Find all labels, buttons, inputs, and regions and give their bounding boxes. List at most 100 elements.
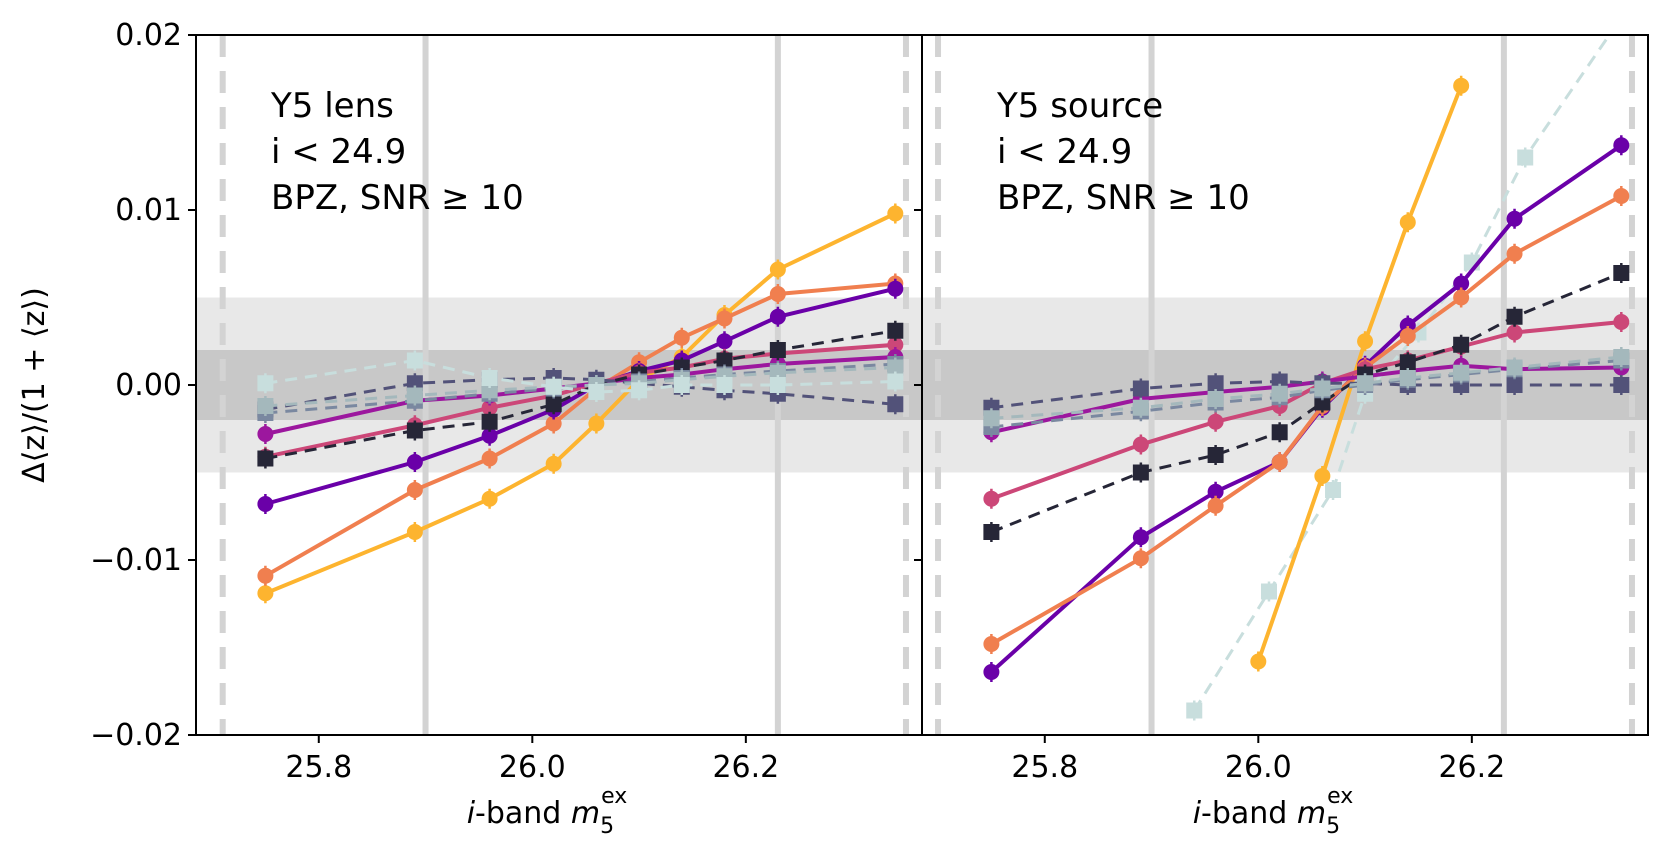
annotation-line: BPZ, SNR ≥ 10 [997,178,1250,218]
data-point [1132,464,1149,481]
data-point [631,382,648,399]
data-point [481,490,498,507]
series-line [991,355,1622,420]
data-point [545,396,562,413]
data-point [1357,375,1374,392]
data-point [406,387,423,404]
y-tick-label: 0.01 [115,193,182,228]
data-point [887,396,904,413]
annotation-line: BPZ, SNR ≥ 10 [271,178,524,218]
data-point [1207,391,1224,407]
x-label-superscript: ex [1327,784,1353,809]
data-point [1314,394,1331,411]
data-point [887,205,904,222]
x-axis-label: i-band m5 ex [1193,784,1354,839]
series-line [265,329,896,460]
series-line [265,376,896,411]
data-point [1250,653,1267,670]
x-tick-label: 26.2 [1438,750,1505,785]
x-label-var: m [571,796,600,831]
data-point [1314,380,1331,397]
data-point [887,359,904,376]
panel-source-plot-area [922,35,1648,735]
data-point [1399,370,1416,386]
data-point [1399,328,1416,344]
panel-annotation: Y5 source i < 24.9 BPZ, SNR ≥ 10 [996,86,1250,218]
x-tick-label: 26.0 [1225,750,1292,785]
series-line [991,380,1622,410]
y-tick-label: −0.01 [90,543,182,578]
data-point [716,333,733,350]
series-line [264,342,896,459]
data-point [769,308,786,325]
data-point [983,410,1000,427]
data-point [1207,497,1224,514]
data-point [257,496,274,512]
data-point [481,382,498,399]
data-point [1271,424,1288,441]
series-7 [983,263,1630,542]
x-label-subscript: 5 [1326,814,1340,839]
data-point [1132,380,1149,397]
data-point [769,364,786,381]
data-point [1132,399,1149,416]
x-axis-label: i-band m5 ex [467,784,628,839]
annotation-line: Y5 lens [270,86,394,126]
data-point [406,352,423,369]
data-point [769,342,786,358]
data-point [588,415,605,432]
series-line [990,320,1622,501]
panel-lens-plot-area [196,35,922,735]
x-label-text: -band [475,796,571,831]
series-line [264,211,897,596]
data-point [588,384,605,400]
data-point [1517,149,1534,166]
data-point [716,352,733,369]
data-point [1506,359,1523,376]
panel-annotation: Y5 lens i < 24.9 BPZ, SNR ≥ 10 [270,86,524,218]
data-point [406,454,423,470]
data-point [406,375,423,392]
data-point [1271,454,1288,470]
y-tick-label: 0.00 [115,368,182,403]
data-point [481,399,498,416]
x-tick-label: 26.2 [712,750,779,785]
series-line [265,359,896,394]
data-point [257,398,274,414]
data-point [1207,375,1224,392]
data-point [545,455,562,472]
series-line [264,281,896,578]
data-point [716,310,733,327]
data-point [769,261,786,278]
data-point [1271,373,1288,390]
data-point [481,427,498,444]
data-point [257,375,274,392]
x-label-superscript: ex [601,784,627,809]
series-line [991,359,1622,429]
data-point [1132,436,1149,453]
data-point [1207,413,1224,430]
data-point [1506,324,1523,341]
annotation-line: Y5 source [996,86,1163,126]
data-point [1399,214,1416,231]
data-point [1186,702,1203,719]
data-point [406,422,423,439]
data-point [257,585,274,602]
y-axis-label: Δ⟨z⟩/(1 + ⟨z⟩) [17,287,52,483]
data-point [1314,468,1331,484]
data-point [673,329,690,346]
data-point [257,426,274,442]
data-point [716,377,733,393]
data-point [481,370,498,386]
data-point [769,286,786,302]
data-point [887,280,904,297]
data-point [983,664,1000,680]
data-point [1357,333,1374,350]
data-point [481,450,498,467]
data-point [406,482,423,498]
data-point [887,373,904,390]
data-point [406,524,423,540]
data-point [1207,447,1224,463]
x-label-var: i [467,796,476,831]
